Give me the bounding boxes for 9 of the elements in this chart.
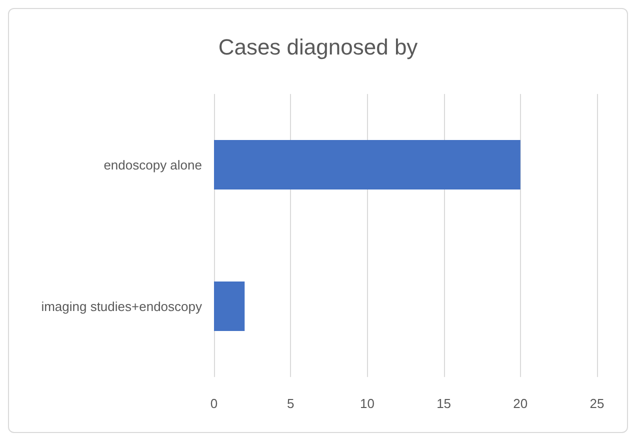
x-tick-label: 0 <box>210 396 218 411</box>
x-tick-label: 10 <box>360 396 374 411</box>
x-tick-label: 25 <box>590 396 604 411</box>
y-tick-label: imaging studies+endoscopy <box>41 298 202 314</box>
chart-title: Cases diagnosed by <box>218 34 418 60</box>
x-tick-label: 15 <box>436 396 452 411</box>
x-tick-label: 5 <box>286 396 294 411</box>
y-tick-label: endoscopy alone <box>104 157 202 172</box>
x-tick-label: 20 <box>513 396 528 411</box>
